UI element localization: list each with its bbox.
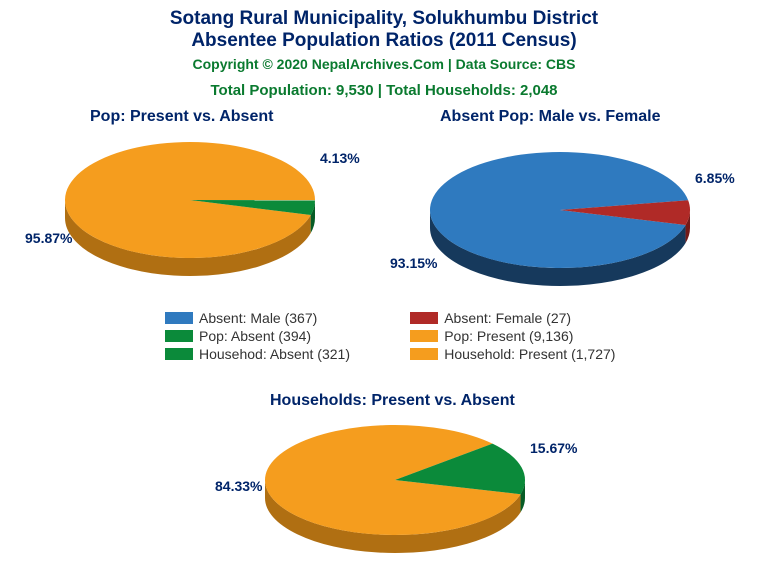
- pie-charts-svg: [0, 0, 768, 576]
- pct-label: 93.15%: [390, 255, 437, 271]
- legend-text: Household: Present (1,727): [444, 346, 615, 362]
- legend-text: Absent: Female (27): [444, 310, 571, 326]
- legend-text: Pop: Absent (394): [199, 328, 311, 344]
- legend-text: Absent: Male (367): [199, 310, 317, 326]
- pct-label: 95.87%: [25, 230, 72, 246]
- legend-swatch: [165, 312, 193, 324]
- pct-label: 6.85%: [695, 170, 735, 186]
- legend-item: Absent: Male (367): [165, 310, 370, 326]
- pie-slice-top: [65, 142, 315, 258]
- legend-item: Absent: Female (27): [410, 310, 615, 326]
- pct-label: 84.33%: [215, 478, 262, 494]
- legend-item: Household: Present (1,727): [410, 346, 615, 362]
- legend-swatch: [410, 312, 438, 324]
- legend-swatch: [410, 330, 438, 342]
- legend-item: Pop: Absent (394): [165, 328, 370, 344]
- pct-label: 15.67%: [530, 440, 577, 456]
- legend-swatch: [165, 348, 193, 360]
- legend-swatch: [165, 330, 193, 342]
- legend-text: Househod: Absent (321): [199, 346, 350, 362]
- legend-swatch: [410, 348, 438, 360]
- legend: Absent: Male (367) Absent: Female (27) Pop…: [165, 310, 615, 362]
- legend-item: Pop: Present (9,136): [410, 328, 615, 344]
- pct-label: 4.13%: [320, 150, 360, 166]
- legend-item: Househod: Absent (321): [165, 346, 370, 362]
- legend-text: Pop: Present (9,136): [444, 328, 573, 344]
